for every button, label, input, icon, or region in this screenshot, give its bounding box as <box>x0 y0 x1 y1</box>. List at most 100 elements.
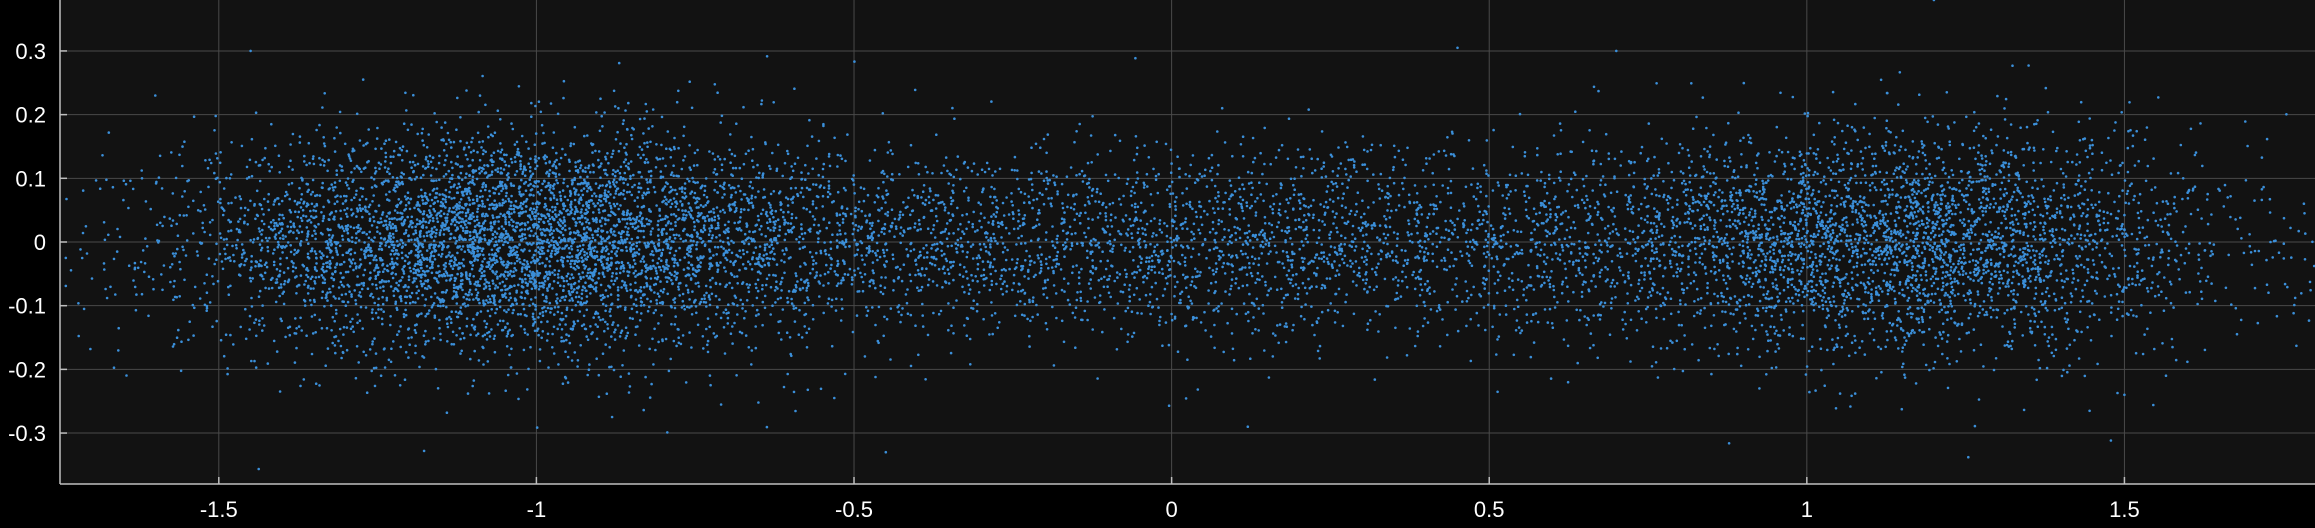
data-point <box>382 285 385 288</box>
data-point <box>250 266 253 269</box>
data-point <box>577 194 580 197</box>
data-point <box>290 226 293 229</box>
data-point <box>450 318 453 321</box>
data-point <box>241 243 244 246</box>
data-point <box>679 238 682 241</box>
data-point <box>228 256 231 259</box>
data-point <box>363 253 366 256</box>
data-point <box>569 203 572 206</box>
data-point <box>665 261 668 264</box>
data-point <box>321 182 324 185</box>
data-point <box>684 155 687 158</box>
data-point <box>553 241 556 244</box>
data-point <box>420 276 423 279</box>
data-point <box>179 214 182 217</box>
data-point <box>445 201 448 204</box>
data-point <box>592 316 595 319</box>
data-point <box>677 175 680 178</box>
data-point <box>403 316 406 319</box>
data-point <box>469 282 472 285</box>
data-point <box>368 237 371 240</box>
data-point <box>446 217 449 220</box>
data-point <box>808 119 811 122</box>
data-point <box>563 247 566 250</box>
data-point <box>336 200 339 203</box>
data-point <box>534 167 537 170</box>
data-point <box>270 278 273 281</box>
data-point <box>763 254 766 257</box>
data-point <box>641 225 644 228</box>
data-point <box>169 266 172 269</box>
data-point <box>517 222 520 225</box>
data-point <box>727 303 730 306</box>
data-point <box>713 219 716 222</box>
data-point <box>275 281 278 284</box>
data-point <box>568 335 571 338</box>
data-point <box>393 247 396 250</box>
data-point <box>541 183 544 186</box>
data-point <box>444 121 447 124</box>
data-point <box>380 237 383 240</box>
data-point <box>521 207 524 210</box>
data-point <box>352 331 355 334</box>
data-point <box>461 218 464 221</box>
data-point <box>113 258 116 261</box>
data-point <box>657 234 660 237</box>
data-point <box>540 111 543 114</box>
data-point <box>468 199 471 202</box>
data-point <box>586 295 589 298</box>
data-point <box>163 216 166 219</box>
data-point <box>450 321 453 324</box>
data-point <box>742 281 745 284</box>
data-point <box>414 225 417 228</box>
data-point <box>697 282 700 285</box>
data-point <box>402 270 405 273</box>
data-point <box>700 212 703 215</box>
data-point <box>685 381 688 384</box>
data-point <box>736 275 739 278</box>
data-point <box>283 303 286 306</box>
data-point <box>448 209 451 212</box>
data-point <box>395 229 398 232</box>
data-point <box>229 334 232 337</box>
data-point <box>674 237 677 240</box>
data-point <box>384 238 387 241</box>
data-point <box>580 256 583 259</box>
data-point <box>305 238 308 241</box>
data-point <box>332 189 335 192</box>
data-point <box>514 253 517 256</box>
data-point <box>769 313 772 316</box>
data-point <box>538 157 541 160</box>
data-point <box>769 168 772 171</box>
data-point <box>787 204 790 207</box>
data-point <box>532 235 535 238</box>
data-point <box>598 374 601 377</box>
data-point <box>510 348 513 351</box>
data-point <box>507 198 510 201</box>
data-point <box>487 243 490 246</box>
data-point <box>624 172 627 175</box>
data-point <box>183 190 186 193</box>
data-point <box>277 244 280 247</box>
data-point <box>249 277 252 280</box>
data-point <box>585 302 588 305</box>
data-point <box>590 189 593 192</box>
data-point <box>459 352 462 355</box>
data-point <box>382 211 385 214</box>
data-point <box>549 218 552 221</box>
data-point <box>773 229 776 232</box>
data-point <box>207 167 210 170</box>
data-point <box>295 292 298 295</box>
data-point <box>357 230 360 233</box>
data-point <box>551 346 554 349</box>
data-point <box>355 237 358 240</box>
data-point <box>468 298 471 301</box>
data-point <box>592 143 595 146</box>
data-point <box>615 190 618 193</box>
data-point <box>464 250 467 253</box>
data-point <box>192 200 195 203</box>
data-point <box>692 217 695 220</box>
data-point <box>347 177 350 180</box>
data-point <box>551 333 554 336</box>
data-point <box>312 155 315 158</box>
